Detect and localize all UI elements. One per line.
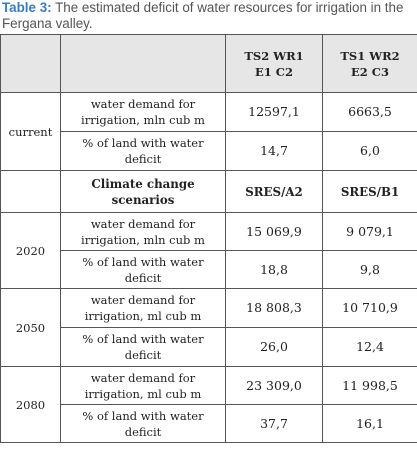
deficit-value-b: 16,1 — [322, 404, 417, 443]
year-label: 2080 — [0, 366, 61, 443]
deficit-label: % of land with water deficit — [60, 250, 226, 289]
table-row: 2050 water demand for irrigation, ml cub… — [0, 288, 417, 367]
demand-value-a: 23 309,0 — [225, 366, 323, 405]
current-label: current — [0, 92, 61, 171]
table-caption-text: The estimated deficit of water resources… — [2, 0, 404, 31]
demand-value-b: 6663,5 — [322, 92, 417, 132]
water-deficit-table: TS2 WR1 E1 C2 TS1 WR2 E2 C3 current wate… — [0, 34, 417, 443]
scenario-empty-cell — [0, 170, 61, 213]
header-empty-cell — [60, 34, 226, 93]
demand-label: water demand for irrigation, ml cub m — [60, 288, 226, 328]
demand-value-b: 11 998,5 — [322, 366, 417, 405]
deficit-value-b: 6,0 — [322, 131, 417, 171]
table-row: 2080 water demand for irrigation, ml cub… — [0, 366, 417, 443]
year-label: 2050 — [0, 288, 61, 367]
table-header-row: TS2 WR1 E1 C2 TS1 WR2 E2 C3 — [0, 34, 417, 93]
demand-value-a: 12597,1 — [225, 92, 323, 132]
table-row: 2020 water demand for irrigation, mln cu… — [0, 212, 417, 289]
scenario-label: Climate change scenarios — [60, 170, 226, 213]
header-empty-cell — [0, 34, 61, 93]
scenario-col-b: SRES/B1 — [322, 170, 417, 213]
table-row: % of land with water deficit 18,8 9,8 — [1, 250, 417, 289]
deficit-value-a: 14,7 — [225, 131, 323, 171]
table-caption: Table 3: The estimated deficit of water … — [2, 0, 415, 31]
demand-value-a: 15 069,9 — [225, 212, 323, 251]
scenario-col-a: SRES/A2 — [225, 170, 323, 213]
header-col-b: TS1 WR2 E2 C3 — [322, 34, 417, 93]
demand-value-b: 9 079,1 — [322, 212, 417, 251]
demand-label: water demand for irrigation, mln cub m — [60, 92, 226, 132]
deficit-value-a: 18,8 — [225, 250, 323, 289]
demand-label: water demand for irrigation, mln cub m — [60, 212, 226, 251]
header-col-a: TS2 WR1 E1 C2 — [225, 34, 323, 93]
table-row: % of land with water deficit 26,0 12,4 — [1, 327, 417, 367]
scenario-row: Climate change scenarios SRES/A2 SRES/B1 — [0, 170, 417, 213]
demand-label: water demand for irrigation, ml cub m — [60, 366, 226, 405]
table-row: % of land with water deficit 37,7 16,1 — [1, 404, 417, 443]
deficit-label: % of land with water deficit — [60, 404, 226, 443]
deficit-value-b: 12,4 — [322, 327, 417, 367]
deficit-value-b: 9,8 — [322, 250, 417, 289]
deficit-label: % of land with water deficit — [60, 327, 226, 367]
table-number-label: Table 3: — [2, 0, 52, 15]
year-label: 2020 — [0, 212, 61, 289]
deficit-value-a: 37,7 — [225, 404, 323, 443]
table-row: % of land with water deficit 14,7 6,0 — [1, 131, 417, 171]
table-row: current water demand for irrigation, mln… — [0, 92, 417, 171]
deficit-label: % of land with water deficit — [60, 131, 226, 171]
demand-value-b: 10 710,9 — [322, 288, 417, 328]
deficit-value-a: 26,0 — [225, 327, 323, 367]
demand-value-a: 18 808,3 — [225, 288, 323, 328]
